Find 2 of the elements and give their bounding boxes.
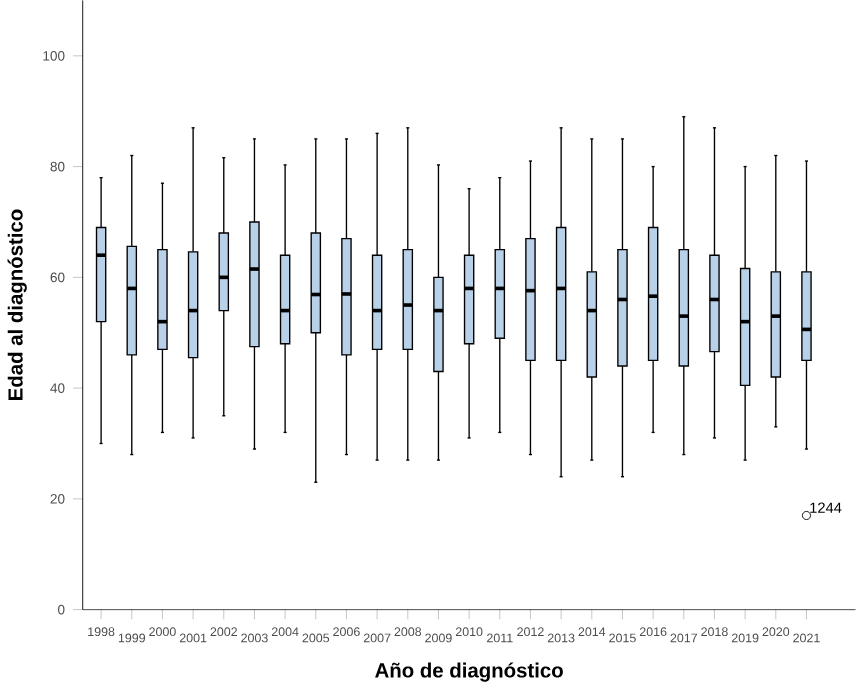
x-axis-title: Año de diagnóstico [375, 662, 563, 683]
y-axis-title: Edad al diagnóstico [7, 209, 27, 401]
